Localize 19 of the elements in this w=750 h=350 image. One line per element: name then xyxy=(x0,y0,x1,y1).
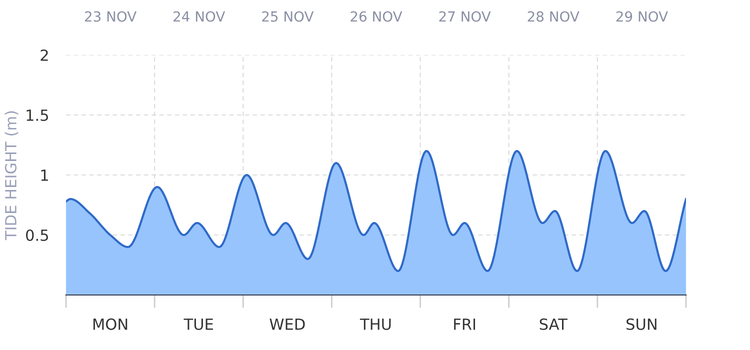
text: FRI xyxy=(454,318,476,330)
x-tick-label: 29 NOV xyxy=(616,11,668,22)
x-tick-label: 23 NOV xyxy=(84,11,137,22)
y-axis-title: TIDE HEIGHT (m) xyxy=(4,111,18,240)
y-tick-label: 0.5 xyxy=(26,229,48,242)
text: SAT xyxy=(540,318,568,330)
text: SUN xyxy=(626,318,656,330)
y-tick-label: 1.5 xyxy=(26,110,48,122)
x-tick-label: 25 NOV xyxy=(262,11,314,22)
text: WED xyxy=(270,318,305,330)
y-tick-label: 2 xyxy=(40,49,48,61)
x-tick-label: 26 NOV xyxy=(350,11,402,22)
y-tick-label: 1 xyxy=(41,170,48,181)
x-tick-label: 24 NOV xyxy=(174,11,226,22)
x-tick-label: 27 NOV xyxy=(439,11,491,22)
text: THU xyxy=(360,318,391,330)
text: TUE xyxy=(184,318,213,330)
text: MON xyxy=(93,318,128,330)
x-tick-label: 28 NOV xyxy=(528,11,580,22)
